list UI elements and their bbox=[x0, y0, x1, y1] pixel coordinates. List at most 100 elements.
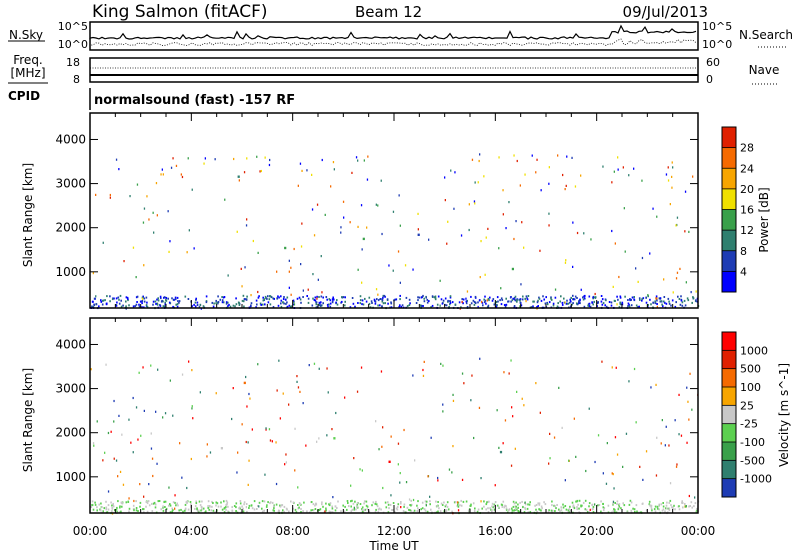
clutter-cell bbox=[390, 302, 393, 305]
clutter-cell bbox=[662, 305, 664, 308]
clutter-cell bbox=[440, 298, 443, 301]
clutter-cell bbox=[513, 297, 516, 300]
clutter-cell bbox=[396, 508, 399, 511]
noise-cell bbox=[381, 445, 383, 448]
noise-cell bbox=[241, 285, 243, 288]
noise-cell bbox=[617, 156, 619, 159]
clutter-cell bbox=[273, 509, 275, 512]
noise-cell bbox=[502, 442, 504, 445]
clutter-cell bbox=[586, 511, 589, 513]
clutter-cell bbox=[233, 505, 236, 507]
clutter-cell bbox=[597, 504, 599, 507]
noise-cell bbox=[92, 272, 94, 275]
noise-cell bbox=[639, 465, 641, 468]
clutter-cell bbox=[356, 503, 359, 506]
clutter-cell bbox=[538, 296, 540, 299]
x-tick-labels: 00:00 04:00 08:00 12:00 16:00 20:00 00:00 bbox=[73, 524, 716, 538]
clutter-cell bbox=[235, 506, 237, 509]
clutter-cell bbox=[267, 301, 270, 304]
clutter-cell bbox=[495, 301, 498, 303]
clutter-cell bbox=[667, 507, 670, 510]
clutter-cell bbox=[633, 298, 635, 301]
noise-cell bbox=[92, 442, 95, 445]
clutter-cell bbox=[322, 505, 324, 508]
clutter-cell bbox=[487, 306, 489, 309]
clutter-cell bbox=[512, 505, 515, 508]
noise-cell bbox=[133, 499, 135, 503]
clutter-cell bbox=[487, 297, 490, 300]
clutter-cell bbox=[107, 508, 110, 511]
clutter-cell bbox=[336, 303, 339, 306]
noise-cell bbox=[357, 159, 359, 162]
noise-cell bbox=[514, 447, 516, 450]
noise-cell bbox=[664, 444, 666, 447]
clutter-cell bbox=[145, 296, 148, 299]
noise-cell bbox=[641, 179, 643, 182]
noise-cell bbox=[151, 457, 154, 460]
clutter-cell bbox=[221, 301, 224, 304]
clutter-cell bbox=[417, 296, 419, 299]
clutter-cell bbox=[377, 511, 380, 514]
clutter-cell bbox=[430, 306, 432, 309]
clutter-cell bbox=[674, 305, 677, 308]
clutter-cell bbox=[215, 501, 218, 504]
noise-cell bbox=[331, 428, 333, 431]
clutter-cell bbox=[260, 303, 262, 306]
clutter-cell bbox=[675, 301, 677, 304]
noise-cell bbox=[611, 229, 613, 233]
power-panel-frame bbox=[89, 112, 699, 309]
noise-cell bbox=[135, 406, 138, 409]
clutter-cell bbox=[141, 302, 143, 305]
freq-label: Freq. bbox=[13, 53, 43, 67]
clutter-cell bbox=[242, 300, 245, 303]
clutter-cell bbox=[340, 510, 342, 513]
noise-cell bbox=[645, 450, 648, 453]
clutter-cell bbox=[566, 299, 568, 302]
clutter-cell bbox=[460, 499, 462, 502]
clutter-cell bbox=[656, 303, 658, 305]
noise-cell bbox=[667, 166, 669, 169]
noise-cell bbox=[672, 291, 674, 294]
clutter-cell bbox=[693, 505, 695, 508]
clutter-cell bbox=[617, 508, 620, 511]
nsky-trace bbox=[89, 24, 697, 40]
noise-cell bbox=[232, 387, 234, 390]
clutter-cell bbox=[143, 300, 146, 303]
clutter-cell bbox=[582, 296, 584, 299]
noise-cell bbox=[140, 434, 142, 437]
x-tick-label: 04:00 bbox=[174, 524, 209, 538]
clutter-cell bbox=[152, 502, 155, 505]
noise-cell bbox=[135, 276, 137, 279]
clutter-cell bbox=[496, 296, 499, 299]
noise-cell bbox=[485, 236, 487, 239]
clutter-cell bbox=[292, 299, 295, 302]
clutter-cell bbox=[585, 508, 588, 511]
noise-cell bbox=[375, 420, 377, 423]
clutter-cell bbox=[454, 501, 457, 503]
noise-cell bbox=[589, 508, 591, 511]
noise-cell bbox=[150, 432, 152, 435]
clutter-cell bbox=[325, 296, 328, 298]
clutter-cell bbox=[629, 299, 631, 302]
clutter-cell bbox=[601, 298, 604, 301]
clutter-cell bbox=[668, 300, 670, 303]
clutter-cell bbox=[321, 501, 323, 504]
noise-cell bbox=[143, 264, 145, 267]
clutter-cell bbox=[96, 506, 98, 509]
clutter-cell bbox=[371, 504, 373, 507]
clutter-cell bbox=[476, 510, 479, 513]
clutter-cell bbox=[239, 507, 242, 510]
clutter-cell bbox=[211, 505, 213, 508]
noise-cell bbox=[294, 469, 296, 472]
clutter-cell bbox=[297, 504, 299, 506]
clutter-cell bbox=[436, 303, 439, 306]
clutter-cell bbox=[152, 300, 155, 303]
noise-cell bbox=[442, 403, 444, 406]
clutter-cell bbox=[224, 506, 226, 509]
clutter-cell bbox=[561, 301, 564, 304]
clutter-cell bbox=[517, 510, 520, 512]
clutter-cell bbox=[288, 510, 290, 513]
noise-cell bbox=[557, 154, 559, 157]
clutter-cell bbox=[449, 302, 452, 304]
noise-cell bbox=[344, 396, 346, 399]
